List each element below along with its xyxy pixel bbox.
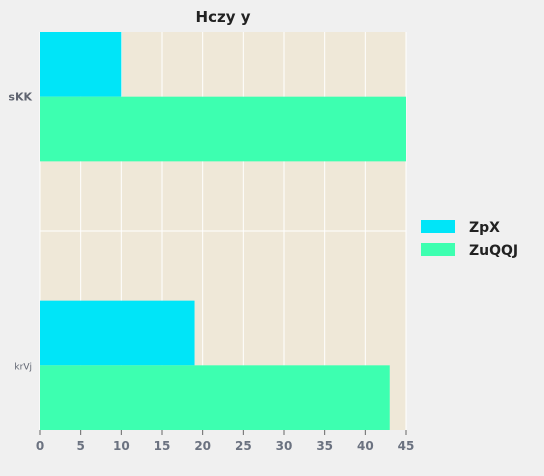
- bars: [40, 32, 406, 430]
- x-tick-label: 5: [76, 439, 84, 453]
- legend-label-ZpX: ZpX: [469, 220, 500, 236]
- x-tick-label: 0: [36, 439, 44, 453]
- x-tick-label: 25: [235, 439, 252, 453]
- x-tick-label: 45: [398, 439, 415, 453]
- x-tick-label: 40: [357, 439, 374, 453]
- legend-swatch-ZpX: [421, 220, 455, 233]
- x-tick-label: 10: [113, 439, 130, 453]
- bar-ZuQQJ-krVj: [40, 365, 390, 430]
- x-axis-ticks: 0 5 10 15 20 25 30 35 40 45: [36, 430, 415, 453]
- y-category-label: krVj: [14, 362, 32, 372]
- x-tick-label: 35: [316, 439, 333, 453]
- bar-ZpX-krVj: [40, 300, 195, 366]
- bar-ZpX-sKK: [40, 32, 122, 97]
- y-axis-categories: sKK krVj: [8, 91, 32, 373]
- chart-title: Hczy y: [196, 8, 251, 26]
- x-tick-label: 20: [194, 439, 211, 453]
- bar-ZuQQJ-sKK: [40, 96, 406, 162]
- legend-label-ZuQQJ: ZuQQJ: [469, 243, 518, 259]
- x-tick-label: 30: [276, 439, 293, 453]
- legend-swatch-ZuQQJ: [421, 243, 455, 256]
- x-tick-label: 15: [154, 439, 171, 453]
- legend: ZpX ZuQQJ: [421, 220, 518, 259]
- y-category-label: sKK: [8, 91, 32, 104]
